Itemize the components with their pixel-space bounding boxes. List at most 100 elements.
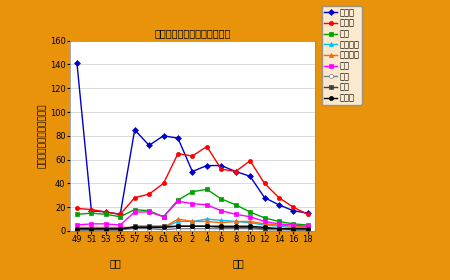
ムクドリ <box>219 219 224 222</box>
カモ <box>89 211 94 215</box>
Y-axis label: 被害面積（千ヘクタール）: 被害面積（千ヘクタール） <box>38 104 47 168</box>
ハト <box>89 222 94 226</box>
カモ <box>248 210 253 214</box>
その他 <box>161 226 166 229</box>
その他 <box>175 225 180 228</box>
ムクドリ <box>161 226 166 229</box>
ムクドリ <box>248 221 253 224</box>
ヒヨドリ <box>190 220 195 223</box>
カラス <box>74 207 80 210</box>
ハト <box>146 210 152 214</box>
カモ <box>204 188 210 191</box>
キジ <box>291 228 296 232</box>
ムクドリ <box>305 226 310 229</box>
ムクドリ <box>190 220 195 223</box>
スズメ <box>291 209 296 213</box>
ムクドリ <box>291 226 296 229</box>
ハト <box>291 223 296 227</box>
キジ <box>89 228 94 232</box>
ムクドリ <box>117 227 123 230</box>
カモ <box>262 216 267 220</box>
キジ <box>204 227 210 230</box>
ムクドリ <box>175 220 180 223</box>
カモ <box>132 208 137 211</box>
キジ <box>132 227 137 230</box>
その他 <box>146 226 152 229</box>
キジ <box>248 227 253 230</box>
サギ <box>117 228 123 232</box>
ムクドリ <box>89 227 94 230</box>
キジ <box>219 227 224 230</box>
サギ <box>190 225 195 228</box>
ヒヨドリ <box>248 220 253 223</box>
カラス <box>219 167 224 171</box>
ヒヨドリ <box>74 226 80 229</box>
カラス <box>89 208 94 211</box>
スズメ <box>233 170 238 173</box>
その他 <box>190 225 195 228</box>
ハト <box>305 225 310 228</box>
Line: ヒヨドリ: ヒヨドリ <box>75 217 310 230</box>
ヒヨドリ <box>146 226 152 229</box>
その他 <box>219 225 224 228</box>
サギ <box>262 227 267 230</box>
サギ <box>248 226 253 229</box>
その他 <box>305 227 310 230</box>
サギ <box>291 228 296 232</box>
カラス <box>305 213 310 216</box>
カモ <box>219 197 224 200</box>
カモ <box>291 222 296 226</box>
カモ <box>103 213 108 216</box>
サギ <box>74 228 80 232</box>
スズメ <box>204 164 210 167</box>
カモ <box>305 223 310 227</box>
カラス <box>262 182 267 185</box>
ハト <box>103 222 108 226</box>
カラス <box>132 196 137 199</box>
サギ <box>276 227 282 230</box>
カラス <box>146 192 152 196</box>
その他 <box>262 226 267 229</box>
キジ <box>305 228 310 232</box>
スズメ <box>103 210 108 214</box>
ハト <box>219 209 224 213</box>
その他 <box>132 226 137 229</box>
カモ <box>276 220 282 223</box>
ヒヨドリ <box>204 220 210 223</box>
キジ <box>74 228 80 232</box>
カモ <box>233 203 238 207</box>
その他 <box>291 227 296 230</box>
ヒヨドリ <box>262 222 267 226</box>
Line: サギ: サギ <box>75 224 310 232</box>
スズメ <box>219 164 224 167</box>
その他 <box>103 227 108 230</box>
スズメ <box>161 134 166 137</box>
Line: その他: その他 <box>75 224 310 231</box>
ヒヨドリ <box>291 225 296 228</box>
ハト <box>204 203 210 207</box>
ヒヨドリ <box>117 226 123 229</box>
ヒヨドリ <box>89 226 94 229</box>
サギ <box>219 226 224 229</box>
Line: キジ: キジ <box>75 227 310 232</box>
スズメ <box>190 170 195 173</box>
Line: ムクドリ: ムクドリ <box>75 217 310 231</box>
サギ <box>132 225 137 228</box>
ハト <box>74 223 80 227</box>
スズメ <box>262 196 267 199</box>
カラス <box>161 182 166 185</box>
サギ <box>161 225 166 228</box>
Legend: スズメ, カラス, カモ, ムクドリ, ヒヨドリ, ハト, キジ, サギ, その他: スズメ, カラス, カモ, ムクドリ, ヒヨドリ, ハト, キジ, サギ, その… <box>322 6 362 105</box>
その他 <box>233 225 238 228</box>
カラス <box>233 170 238 173</box>
ヒヨドリ <box>103 226 108 229</box>
Text: 平成: 平成 <box>233 258 244 268</box>
その他 <box>248 225 253 228</box>
スズメ <box>74 62 80 65</box>
キジ <box>103 228 108 232</box>
ハト <box>248 215 253 218</box>
ヒヨドリ <box>276 223 282 227</box>
ハト <box>276 222 282 226</box>
サギ <box>89 228 94 232</box>
Text: 昭和: 昭和 <box>110 258 122 268</box>
